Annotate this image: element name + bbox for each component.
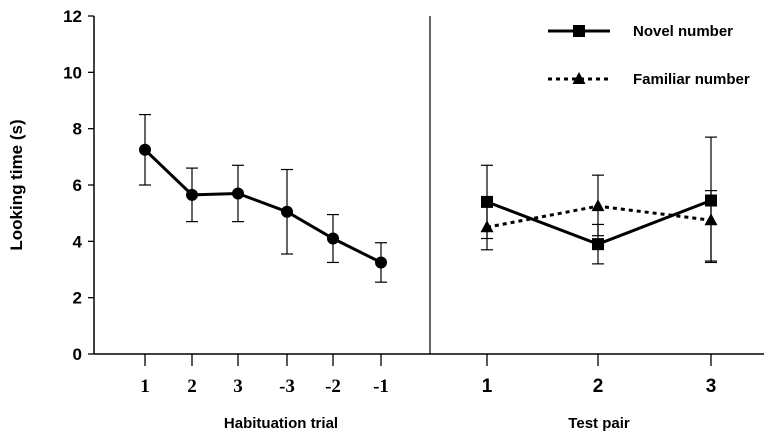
series-novel-number	[481, 136, 717, 265]
x-tick-label-0-4: -2	[325, 376, 341, 397]
data-point-familiar-number-0	[480, 220, 494, 233]
x-tick-label-0-0: 1	[140, 376, 150, 397]
legend: Novel number Familiar number	[548, 23, 750, 88]
data-point-familiar-number-2	[704, 213, 718, 226]
x-tick-label-0-1: 2	[187, 376, 197, 397]
data-point-series-1-4	[327, 232, 339, 245]
data-point-series-1-5	[375, 256, 387, 269]
x-tick-label-1-1: 2	[593, 376, 604, 397]
y-axis-ticks: 0 2 4 6 8 10 12	[63, 7, 94, 364]
legend-entry-novel-number: Novel number	[548, 23, 733, 40]
data-point-familiar-number-1	[591, 199, 605, 212]
data-point-series-1-0	[139, 143, 151, 156]
legend-marker-novel-number	[573, 25, 585, 37]
series-series-1	[139, 113, 387, 283]
x-tick-label-1-2: 3	[706, 376, 717, 397]
x-tick-label-0-2: 3	[233, 376, 243, 397]
y-tick-label-10: 10	[63, 63, 82, 82]
test-panel: 1 2 3	[480, 136, 718, 397]
series-familiar-number	[480, 174, 718, 262]
series-line-series-1	[143, 148, 382, 264]
y-axis-title: Looking time (s)	[7, 119, 26, 250]
y-axis-title-group: Looking time (s)	[7, 119, 26, 250]
y-tick-label-2: 2	[73, 289, 82, 308]
y-tick-label-6: 6	[73, 176, 82, 195]
x-axis-title-habituation: Habituation trial	[224, 415, 338, 432]
chart-frame	[93, 16, 764, 355]
x-tick-label-1-0: 1	[482, 376, 493, 397]
error-bars-series-1	[139, 113, 387, 283]
y-tick-label-0: 0	[73, 345, 82, 364]
legend-entry-familiar-number: Familiar number	[548, 71, 750, 88]
habituation-panel: 1 2 3 -3 -2 -1	[139, 113, 389, 397]
x-tick-label-0-5: -1	[373, 376, 389, 397]
y-tick-label-8: 8	[73, 120, 82, 139]
data-point-series-1-1	[186, 188, 198, 201]
y-tick-label-12: 12	[63, 7, 82, 26]
x-tick-label-0-3: -3	[279, 376, 295, 397]
data-point-series-1-3	[281, 205, 293, 218]
y-tick-label-4: 4	[73, 232, 83, 251]
legend-label-novel-number: Novel number	[633, 23, 733, 40]
data-point-novel-number-1	[592, 238, 604, 251]
x-axis-title-test: Test pair	[568, 415, 630, 432]
data-point-series-1-2	[232, 187, 244, 200]
legend-label-familiar-number: Familiar number	[633, 71, 750, 88]
legend-marker-familiar-number	[572, 72, 586, 84]
data-point-novel-number-0	[481, 195, 493, 208]
